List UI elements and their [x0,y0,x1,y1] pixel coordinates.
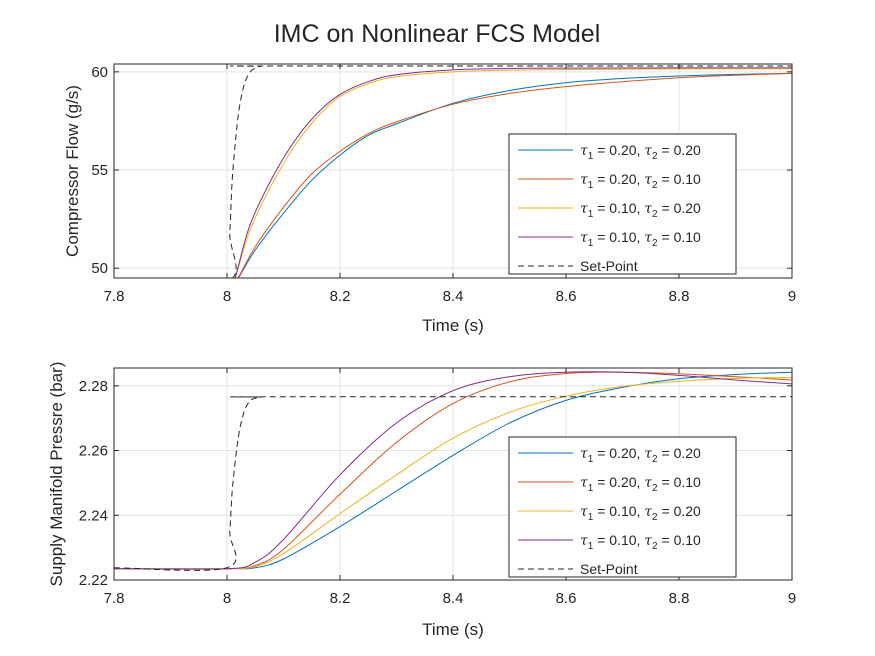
chart1-y-tick-label: 2.22 [79,572,108,589]
chart1-x-tick-label: 9 [788,590,796,607]
supply-manifold-pressure-plot: 7.8 8 8.2 8.4 8.6 8.8 9 2.22 2.24 2.26 2.28 Time (s… [47,362,796,639]
chart0-y-axis-label: Compressor Flow (g/s) [63,85,82,257]
chart0-legend-label-3: τ1 = 0.10, τ2 = 0.10 [580,229,701,249]
chart1-legend-label-0: τ1 = 0.20, τ2 = 0.20 [580,445,701,465]
chart0-legend-label-0: τ1 = 0.20, τ2 = 0.20 [580,142,701,162]
chart1-legend-label-1: τ1 = 0.20, τ2 = 0.10 [580,474,701,494]
chart1-series-line-4 [114,396,792,571]
chart1-x-tick-label: 8 [223,590,231,607]
chart1-legend: τ1 = 0.20, τ2 = 0.20 τ1 = 0.20, τ2 = 0.10… [508,436,737,578]
chart0-series-line-4 [229,65,792,278]
chart1-x-tick-label: 7.8 [104,590,125,607]
chart1-y-axis-label: Supply Manifold Pressre (bar) [47,362,66,587]
chart1-series-group [114,371,792,571]
chart1-x-tick-label: 8.2 [330,590,351,607]
chart1-series-line-3 [114,371,792,570]
compressor-flow-plot: 7.8 8 8.2 8.4 8.6 8.8 9 50 55 60 Time (s) Compresso… [63,63,796,335]
chart0-x-tick-label: 7.8 [104,288,125,305]
chart0-x-tick-label: 8 [223,288,231,305]
chart1-y-tick-label: 2.26 [79,443,108,460]
chart0-legend-box [508,133,737,275]
chart0-legend-label-1: τ1 = 0.20, τ2 = 0.10 [580,171,701,191]
chart0-x-tick-label: 9 [788,288,796,305]
chart1-legend-label-4: Set-Point [580,561,638,577]
chart1-x-axis-label: Time (s) [422,620,484,639]
chart1-x-tick-label: 8.6 [556,590,577,607]
chart1-legend-label-2: τ1 = 0.10, τ2 = 0.20 [580,503,701,523]
chart1-x-tick-label: 8.8 [669,590,690,607]
chart0-y-tick-label: 55 [91,162,108,179]
chart0-series-line-1 [237,72,792,278]
chart0-x-axis-label: Time (s) [422,316,484,335]
chart0-series-line-2 [234,68,792,278]
chart0-y-tick-label: 60 [91,64,108,81]
chart1-legend-box [508,436,737,578]
chart0-legend-label-2: τ1 = 0.10, τ2 = 0.20 [580,200,701,220]
chart0-series-line-3 [234,67,792,278]
chart1-series-line-0 [114,371,792,570]
chart0-y-tick-label: 50 [91,260,108,277]
figure-title: IMC on Nonlinear FCS Model [274,20,601,48]
chart0-x-tick-label: 8.4 [443,288,464,305]
chart1-series-line-2 [114,376,792,570]
chart0-x-tick-label: 8.6 [556,288,577,305]
chart1-y-tick-label: 2.24 [79,507,108,524]
chart0-x-tick-label: 8.2 [330,288,351,305]
chart0-legend-label-4: Set-Point [580,258,638,274]
chart1-legend-label-3: τ1 = 0.10, τ2 = 0.10 [580,532,701,552]
chart1-x-tick-label: 8.4 [443,590,464,607]
chart0-x-tick-label: 8.8 [669,288,690,305]
chart1-y-tick-label: 2.28 [79,378,108,395]
chart1-series-line-1 [114,371,792,570]
chart0-legend: τ1 = 0.20, τ2 = 0.20 τ1 = 0.20, τ2 = 0.10… [508,133,737,275]
